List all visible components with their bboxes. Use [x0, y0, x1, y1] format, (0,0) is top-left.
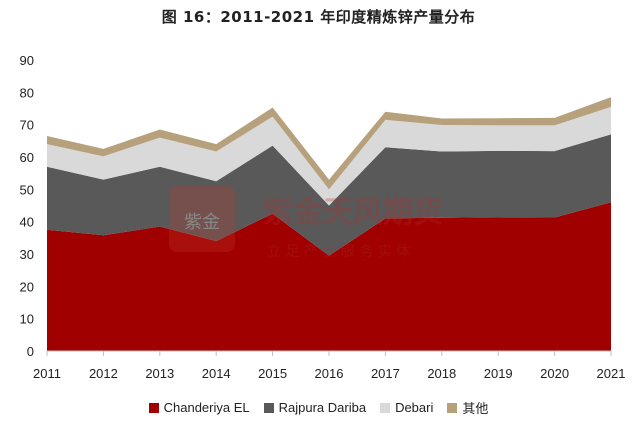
y-tick-label: 30 — [20, 247, 34, 262]
y-tick-label: 10 — [20, 312, 34, 327]
chart-legend: Chanderiya EL Rajpura Dariba Debari 其他 — [0, 398, 637, 417]
y-tick-label: 20 — [20, 279, 34, 294]
legend-swatch — [148, 402, 159, 413]
chart-title: 图 16：2011-2021 年印度精炼锌产量分布 — [161, 8, 476, 26]
x-tick-label: 2012 — [89, 366, 118, 381]
x-tick-label: 2015 — [258, 366, 287, 381]
x-tick-label: 2021 — [597, 366, 626, 381]
x-tick-label: 2018 — [427, 366, 456, 381]
y-tick-label: 0 — [27, 344, 34, 359]
y-tick-label: 90 — [20, 53, 34, 68]
x-tick-label: 2017 — [371, 366, 400, 381]
y-tick-label: 50 — [20, 182, 34, 197]
legend-label: 其他 — [462, 401, 489, 416]
legend-label: Rajpura Dariba — [278, 400, 367, 415]
legend-swatch — [447, 402, 458, 413]
x-tick-label: 2013 — [145, 366, 174, 381]
legend-swatch — [263, 402, 274, 413]
y-tick-label: 60 — [20, 150, 34, 165]
area-series-2 — [47, 106, 611, 206]
area-series-3 — [47, 97, 611, 190]
y-tick-label: 70 — [20, 118, 34, 133]
stacked-area-chart: 0 10 20 30 40 50 60 70 80 90 2011 2012 2013 2014 2015 2… — [20, 53, 626, 381]
legend-swatch — [380, 402, 391, 413]
legend-item: Chanderiya EL — [148, 400, 250, 415]
y-tick-label: 80 — [20, 85, 34, 100]
area-layer — [47, 97, 611, 351]
legend-item: Debari — [380, 400, 433, 415]
x-tick-label: 2016 — [315, 366, 344, 381]
y-tick-label: 40 — [20, 215, 34, 230]
x-tick-label: 2011 — [33, 366, 61, 381]
legend-label: Debari — [395, 400, 434, 415]
area-series-0 — [47, 202, 611, 351]
legend-label: Chanderiya EL — [163, 400, 250, 415]
x-tick-label: 2014 — [202, 366, 231, 381]
x-tick-label: 2020 — [540, 366, 569, 381]
legend-item: Rajpura Dariba — [263, 400, 367, 415]
legend-item: 其他 — [447, 398, 488, 417]
x-tick-label: 2019 — [484, 366, 513, 381]
axes-layer: 0 10 20 30 40 50 60 70 80 90 2011 2012 2013 2014 2015 2… — [20, 53, 626, 381]
area-series-1 — [47, 134, 611, 256]
